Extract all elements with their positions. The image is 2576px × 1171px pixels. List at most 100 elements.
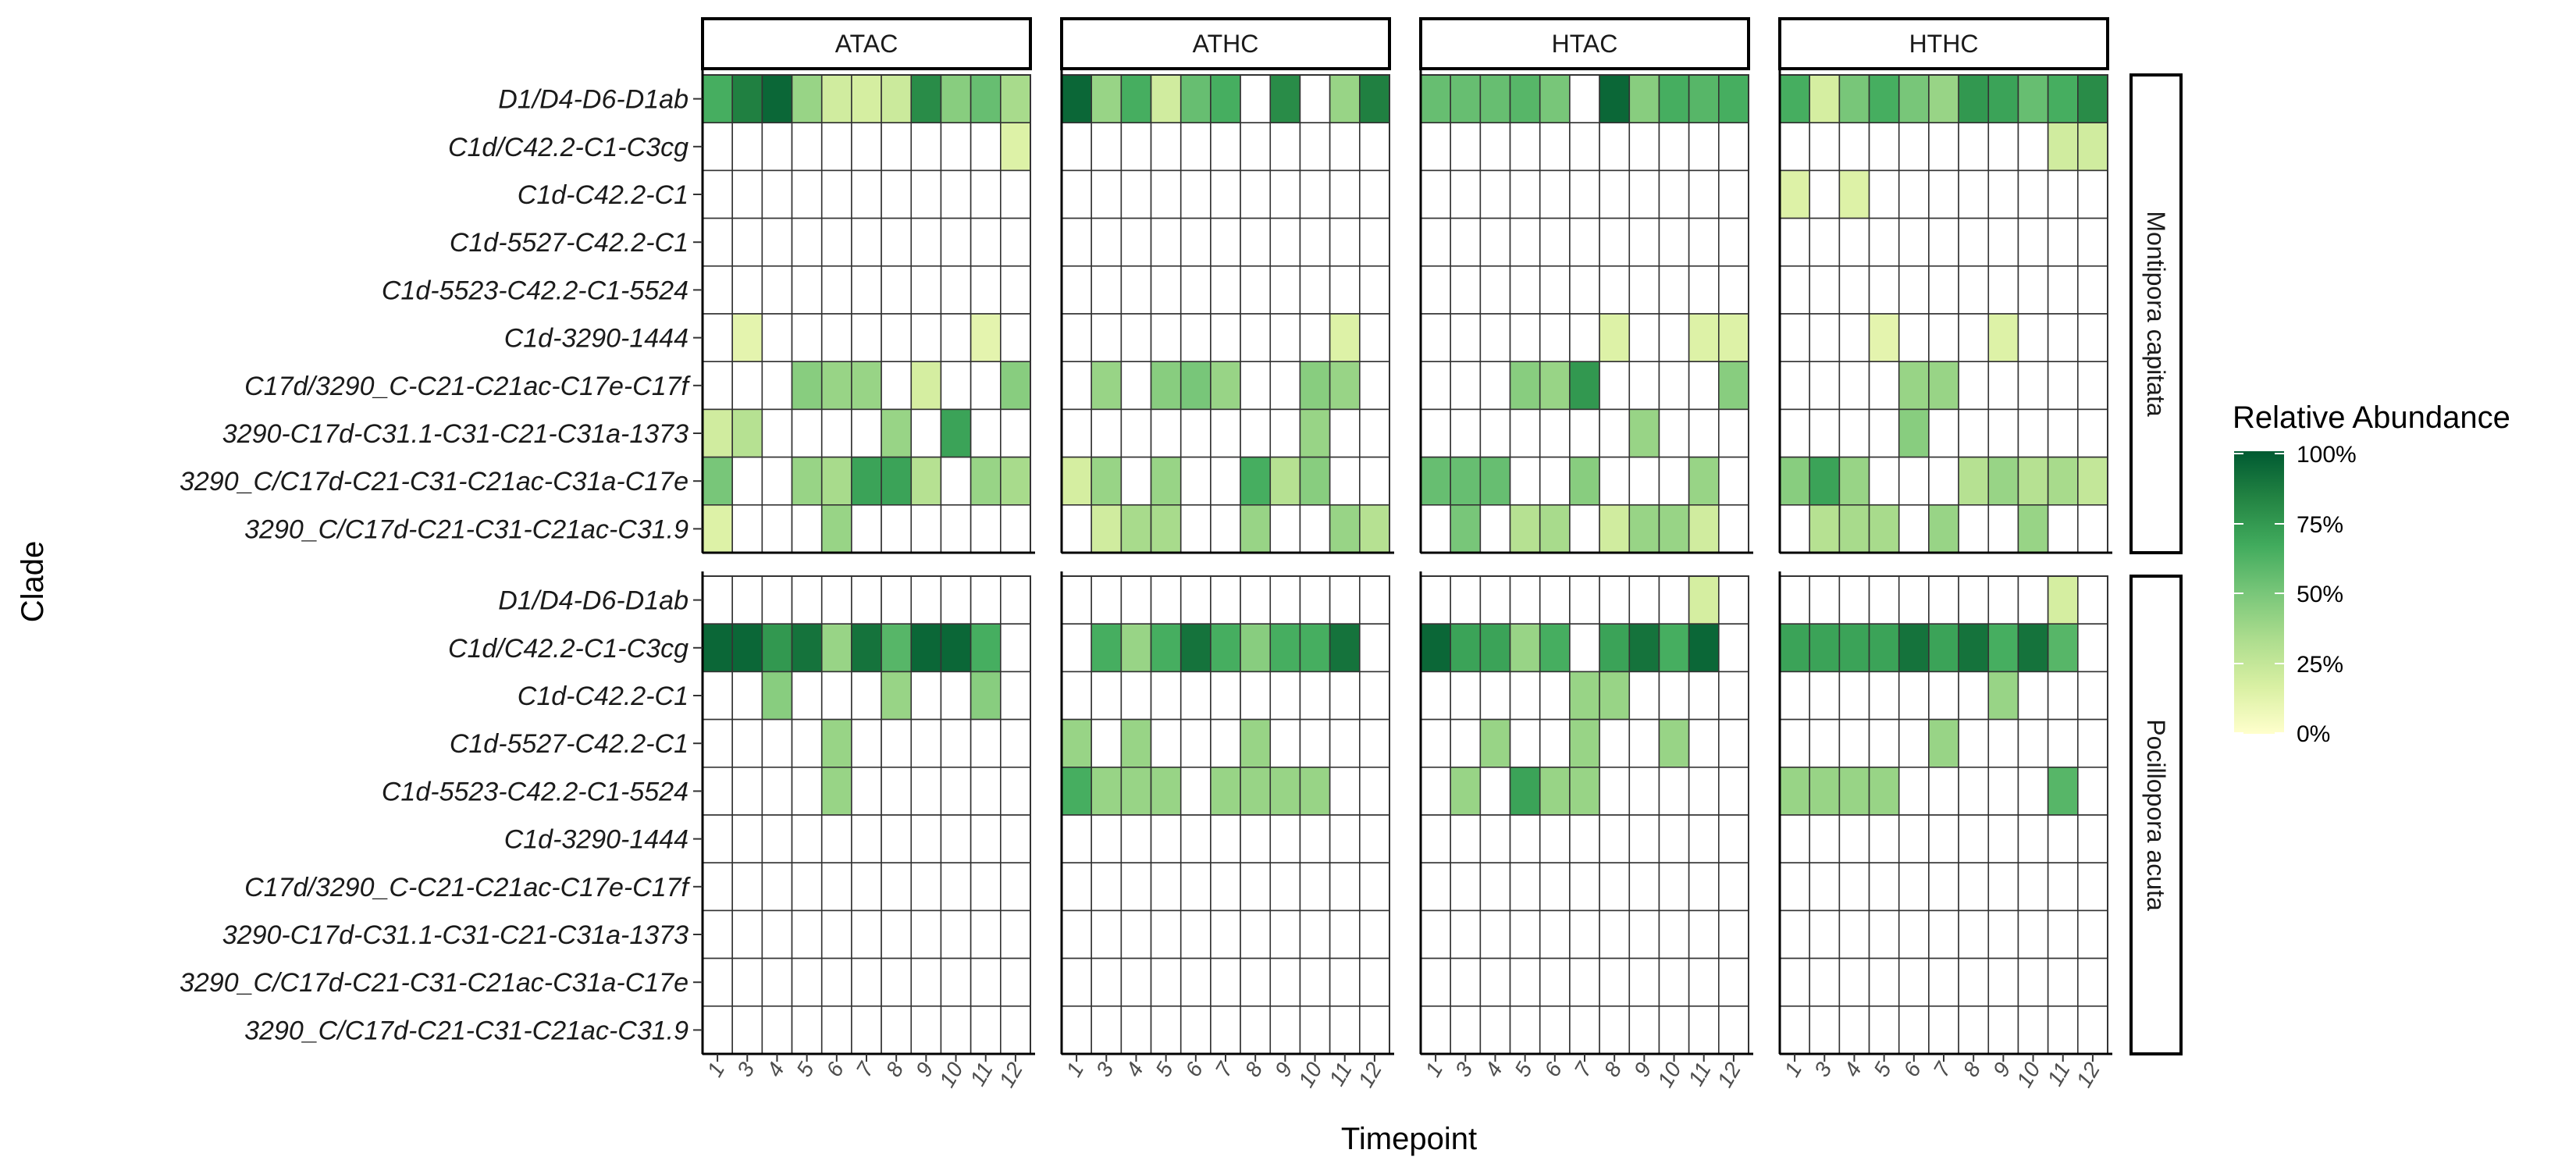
heatmap-cell <box>2077 814 2108 864</box>
heatmap-cell <box>1718 814 1749 864</box>
heatmap-cell <box>791 575 823 625</box>
heatmap-cell <box>1688 408 1720 458</box>
heatmap-cell <box>1210 361 1241 411</box>
timepoint-tick-label: 10 <box>1293 1058 1327 1091</box>
heatmap-cell <box>761 909 793 959</box>
heatmap-cell <box>1000 766 1031 816</box>
heatmap-cell <box>1240 623 1272 673</box>
heatmap-cell <box>1628 408 1660 458</box>
heatmap-cell <box>970 814 1002 864</box>
heatmap-cell <box>1359 1005 1390 1055</box>
heatmap-cell <box>1688 862 1720 912</box>
heatmap-cell <box>731 957 763 1007</box>
timepoint-tick-label: 4 <box>1480 1059 1507 1081</box>
heatmap-cell <box>1779 957 1810 1007</box>
heatmap-cell <box>2017 718 2049 768</box>
heatmap-cell <box>731 169 763 219</box>
heatmap-cell <box>1688 814 1720 864</box>
heatmap-cell <box>1599 408 1631 458</box>
heatmap-cell <box>1868 623 1900 673</box>
heatmap-cell <box>2077 957 2108 1007</box>
timepoint-tick-label: 12 <box>1354 1058 1387 1091</box>
heatmap-cell <box>1987 504 2019 553</box>
heatmap-cell <box>1809 504 1841 553</box>
heatmap-cell <box>1958 456 1990 506</box>
heatmap-cell <box>1329 313 1361 363</box>
heatmap-cell <box>1809 814 1841 864</box>
heatmap-cell <box>1299 169 1331 219</box>
heatmap-cell <box>1210 265 1241 315</box>
heatmap-cell <box>1000 957 1031 1007</box>
heatmap-cell <box>1359 909 1390 959</box>
heatmap-cell <box>1779 504 1810 553</box>
heatmap-cell <box>1420 671 1451 721</box>
heatmap-cell <box>1210 862 1241 912</box>
heatmap-cell <box>1000 361 1031 411</box>
heatmap-cell <box>1269 217 1301 267</box>
heatmap-cell <box>1868 504 1900 553</box>
heatmap-cell <box>1150 1005 1182 1055</box>
heatmap-cell <box>1179 361 1212 411</box>
heatmap-cell <box>1359 671 1390 721</box>
heatmap-cell <box>1150 74 1182 124</box>
timepoint-tick-label: 8 <box>1959 1058 1986 1080</box>
heatmap-cell <box>1898 217 1930 267</box>
heatmap-cell <box>731 313 763 363</box>
heatmap-cell <box>1479 909 1511 959</box>
heatmap-cell <box>1179 814 1212 864</box>
heatmap-cell <box>1359 766 1390 816</box>
heatmap-cell <box>881 957 913 1007</box>
heatmap-cell <box>1509 265 1541 315</box>
heatmap-cell <box>940 169 972 219</box>
heatmap-cell <box>1658 313 1690 363</box>
heatmap-cell <box>1091 361 1123 411</box>
heatmap-cell <box>820 957 852 1007</box>
species-strips: Montipora capitata Pocillopora acuta <box>2129 73 2183 1055</box>
timepoint-tick-label: 6 <box>821 1058 849 1080</box>
heatmap-cell <box>1628 361 1660 411</box>
heatmap-cell <box>851 575 882 625</box>
heatmap-cell <box>1179 313 1212 363</box>
heatmap-cell <box>1479 313 1511 363</box>
heatmap-cell <box>1329 814 1361 864</box>
clade-label: C1d/C42.2-C1-C3cg <box>448 634 688 664</box>
heatmap-cell <box>1718 456 1749 506</box>
heatmap-cell <box>702 575 733 625</box>
heatmap-cell <box>1779 1005 1810 1055</box>
heatmap-cell <box>1420 456 1451 506</box>
heatmap-cell <box>1150 456 1182 506</box>
heatmap-cell <box>1928 1005 1959 1055</box>
heatmap-cell <box>1658 814 1690 864</box>
heatmap-cell <box>1450 456 1482 506</box>
heatmap-cell <box>820 456 852 506</box>
heatmap-cell <box>791 504 823 553</box>
heatmap-cell <box>1809 575 1841 625</box>
clade-label: C17d/3290_C-C21-C21ac-C17e-C17f <box>244 873 691 902</box>
heatmap-cell <box>702 766 733 816</box>
heatmap-cell <box>791 1005 823 1055</box>
heatmap-cell <box>1120 265 1152 315</box>
heatmap-cell <box>1928 718 1959 768</box>
heatmap-cell <box>1599 504 1631 553</box>
heatmap-cell <box>1688 766 1720 816</box>
heatmap-cell <box>1329 575 1361 625</box>
heatmap-cell <box>1658 575 1690 625</box>
heatmap-cell <box>881 718 913 768</box>
heatmap-cell <box>1838 909 1870 959</box>
heatmap-cell <box>731 766 763 816</box>
heatmap-cell <box>1688 456 1720 506</box>
heatmap-cell <box>1898 766 1930 816</box>
heatmap-cell <box>820 814 852 864</box>
heatmap-cell <box>2047 456 2079 506</box>
heatmap-cell <box>1420 169 1451 219</box>
heatmap-cell <box>1838 122 1870 172</box>
heatmap-cell <box>1150 766 1182 816</box>
heatmap-cell <box>702 862 733 912</box>
heatmap-cell <box>2047 862 2079 912</box>
heatmap-cell <box>1599 1005 1631 1055</box>
timepoint-tick-label: 12 <box>1713 1058 1746 1091</box>
heatmap-cell <box>1628 718 1660 768</box>
heatmap-cell <box>1509 909 1541 959</box>
heatmap-cell <box>1628 957 1660 1007</box>
